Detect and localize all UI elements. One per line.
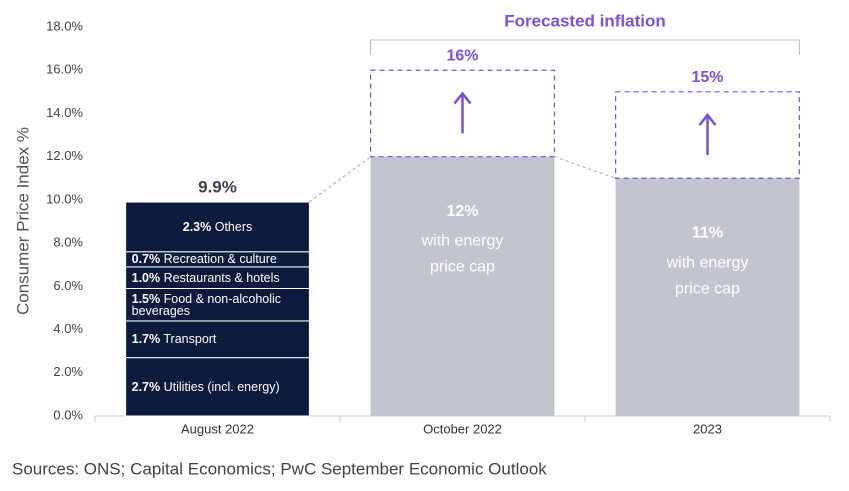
- bar-name-line: with energy: [421, 233, 504, 250]
- bar-value-label: 12%: [446, 203, 478, 220]
- y-tick-label: 18.0%: [46, 18, 83, 33]
- segment-name: Transport: [163, 332, 217, 347]
- x-tick-label: August 2022: [181, 421, 254, 436]
- segment-text: 1.5% Food & non-alcoholic beverages: [131, 291, 304, 318]
- segment-label: 1.7% Transport: [132, 321, 304, 358]
- segment-name: Utilities (incl. energy): [163, 379, 280, 394]
- bar-name-line: price cap: [430, 259, 495, 276]
- segment-value: 2.7%: [131, 379, 161, 394]
- bar: [615, 178, 800, 416]
- segment-value: 2.3%: [182, 219, 212, 234]
- segment-name: Recreation & culture: [163, 252, 277, 267]
- segment-label-text: 2.3% Others: [132, 202, 304, 252]
- bar-segment: [125, 357, 310, 417]
- y-axis-label: Consumer Price Index %: [13, 127, 32, 315]
- segment-text: 2.7% Utilities (incl. energy): [131, 379, 280, 394]
- y-tick-label: 16.0%: [46, 62, 83, 77]
- bar-name-label: with energy price cap: [421, 233, 504, 276]
- x-tick-label: 2023: [693, 421, 722, 436]
- arrow-head: [453, 91, 472, 105]
- connector: [309, 156, 371, 203]
- segment-text: 1.7% Transport: [131, 332, 217, 347]
- forecast-box: [370, 69, 555, 158]
- segment-text: 1.0% Restaurants & hotels: [131, 270, 280, 285]
- bracket-title: Forecasted inflation: [504, 11, 666, 30]
- segment-label-text: 1.7% Transport: [132, 321, 304, 358]
- total-label: 9.9%: [198, 178, 237, 197]
- segment-text: 0.7% Recreation & culture: [131, 252, 277, 267]
- forecast-value-label: 15%: [691, 69, 723, 86]
- y-tick-label: 14.0%: [46, 105, 83, 120]
- connector: [554, 156, 616, 179]
- segment-label-text: 0.7% Recreation & culture: [132, 252, 304, 267]
- segment-name: Food & non-alcoholic beverages: [131, 291, 282, 318]
- segment-name: Restaurants & hotels: [163, 270, 280, 285]
- segment-value: 1.0%: [131, 270, 161, 285]
- bar-name-line: with energy: [666, 254, 749, 271]
- source: Sources: ONS; Capital Economics; PwC Sep…: [12, 459, 547, 478]
- bar-name-line: price cap: [675, 280, 740, 297]
- bracket: [370, 39, 800, 55]
- bar-name-label: with energy price cap: [666, 254, 749, 297]
- segment-name: Others: [214, 219, 253, 234]
- y-tick-label: 4.0%: [53, 321, 83, 336]
- segment-text: 2.3% Others: [182, 219, 253, 234]
- segment-value: 0.7%: [131, 252, 161, 267]
- y-tick-label: 12.0%: [46, 148, 83, 163]
- y-tick-label: 10.0%: [46, 191, 83, 206]
- segment-label: 2.3% Others: [132, 202, 304, 252]
- y-tick-label: 2.0%: [53, 364, 83, 379]
- bar-segment: [125, 320, 310, 359]
- bar: [370, 156, 555, 416]
- segment-value: 1.7%: [131, 332, 161, 347]
- segment-label: 1.0% Restaurants & hotels: [132, 267, 304, 289]
- bar-segment: [125, 201, 310, 253]
- bar-value-label: 11%: [692, 224, 723, 241]
- segment-label: 2.7% Utilities (incl. energy): [132, 358, 304, 416]
- x-tick-label: October 2022: [423, 421, 502, 436]
- arrow-head: [698, 113, 717, 126]
- segment-label: 1.5% Food & non-alcoholic beverages: [132, 288, 304, 320]
- forecast-value-label: 16%: [446, 47, 478, 64]
- segment-label: 0.7% Recreation & culture: [132, 252, 304, 267]
- segment-label-text: 2.7% Utilities (incl. energy): [132, 358, 304, 416]
- y-tick-label: 6.0%: [53, 278, 83, 293]
- segment-label-text: 1.0% Restaurants & hotels: [132, 267, 304, 289]
- y-tick-label: 0.0%: [53, 407, 83, 422]
- segment-label-text: 1.5% Food & non-alcoholic beverages: [132, 288, 304, 320]
- y-tick-label: 8.0%: [53, 235, 83, 250]
- forecast-box: [615, 91, 800, 179]
- segment-value: 1.5%: [131, 291, 161, 306]
